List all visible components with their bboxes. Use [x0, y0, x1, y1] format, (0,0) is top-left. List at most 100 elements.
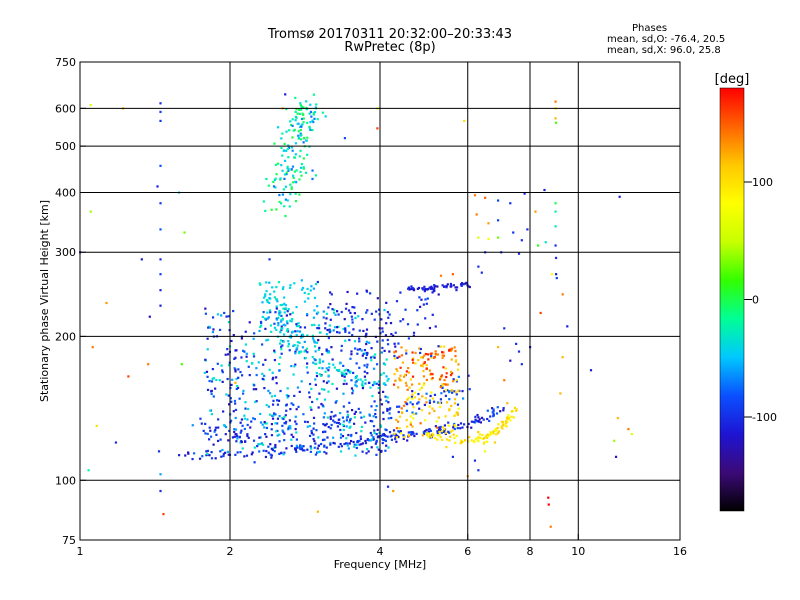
data-point	[339, 411, 342, 415]
data-point	[240, 337, 244, 340]
data-point	[443, 285, 446, 288]
data-point	[315, 103, 318, 106]
data-point	[299, 128, 303, 132]
data-point	[204, 422, 207, 425]
data-point	[416, 287, 419, 290]
data-point	[451, 429, 454, 432]
data-point	[295, 347, 298, 350]
data-point	[311, 169, 314, 172]
data-point	[365, 328, 369, 331]
data-point	[313, 446, 316, 449]
data-point	[337, 325, 340, 328]
data-point	[367, 439, 371, 442]
data-point	[274, 413, 277, 416]
colorbar-tick-label: 0	[752, 294, 759, 307]
data-point	[243, 350, 246, 353]
data-point	[348, 419, 352, 422]
data-point	[358, 340, 361, 343]
data-point	[159, 110, 162, 114]
data-point	[618, 195, 621, 198]
data-point	[491, 432, 494, 435]
data-point	[374, 408, 377, 412]
data-point	[295, 107, 298, 111]
data-point	[269, 311, 272, 314]
data-point	[261, 301, 264, 304]
data-point	[335, 368, 339, 372]
data-point	[322, 380, 325, 383]
data-point	[309, 450, 312, 453]
data-point	[284, 324, 287, 327]
data-point	[547, 503, 550, 506]
data-point	[311, 128, 314, 132]
data-point	[271, 286, 274, 289]
data-point	[355, 443, 358, 447]
data-point	[159, 119, 162, 123]
data-point	[306, 351, 309, 354]
data-point	[235, 440, 238, 443]
data-point	[227, 439, 230, 442]
data-point	[358, 443, 361, 446]
data-point	[430, 287, 433, 290]
x-tick-label: 10	[571, 545, 585, 558]
data-point	[501, 427, 504, 430]
data-point	[302, 166, 305, 169]
data-point	[258, 450, 261, 453]
data-point	[309, 289, 312, 292]
data-point	[395, 427, 399, 430]
data-point	[408, 386, 411, 389]
data-point	[454, 354, 457, 358]
data-point	[341, 435, 345, 438]
data-point	[422, 369, 425, 373]
data-point	[318, 358, 321, 361]
data-point	[323, 450, 326, 454]
data-point	[248, 373, 251, 377]
data-point	[350, 379, 353, 382]
data-point	[388, 313, 391, 316]
data-point	[239, 421, 242, 424]
data-point	[278, 311, 281, 315]
data-point	[351, 389, 355, 392]
data-point	[365, 342, 368, 346]
data-point	[487, 222, 490, 225]
data-point	[346, 410, 349, 413]
data-point	[399, 291, 402, 294]
data-point	[402, 434, 405, 437]
data-point	[337, 421, 340, 425]
data-point	[277, 324, 280, 327]
data-point	[273, 358, 277, 362]
data-point	[325, 333, 329, 336]
data-point	[394, 433, 397, 436]
data-point	[290, 168, 293, 171]
data-point	[289, 284, 292, 287]
data-point	[273, 351, 276, 354]
data-point	[259, 320, 263, 324]
data-point	[421, 434, 424, 437]
data-point	[325, 312, 328, 315]
data-point	[277, 321, 280, 325]
data-point	[230, 400, 233, 403]
data-point	[221, 371, 224, 374]
data-point	[358, 439, 361, 443]
data-point	[358, 329, 361, 332]
data-point	[266, 300, 269, 304]
data-point	[205, 454, 208, 457]
data-point	[240, 356, 243, 359]
data-point	[314, 378, 317, 381]
data-point	[344, 373, 347, 376]
data-point	[295, 348, 298, 352]
data-point	[244, 330, 247, 333]
data-point	[268, 368, 271, 371]
data-point	[321, 367, 324, 370]
data-point	[246, 423, 249, 427]
data-point	[375, 433, 378, 436]
data-point	[398, 377, 401, 380]
data-point	[226, 450, 230, 454]
data-point	[351, 334, 354, 337]
data-point	[285, 130, 288, 133]
data-point	[280, 451, 283, 455]
data-point	[233, 399, 237, 403]
data-point	[492, 412, 495, 415]
data-point	[364, 442, 368, 445]
data-point	[333, 421, 336, 424]
